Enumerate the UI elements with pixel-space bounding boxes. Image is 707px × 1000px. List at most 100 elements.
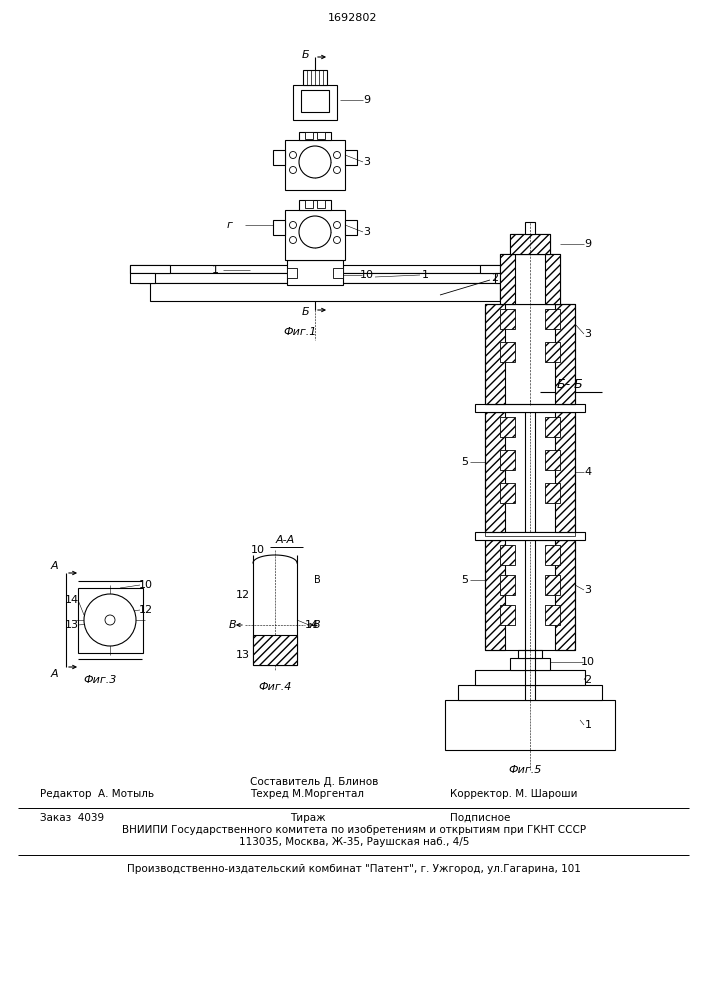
Bar [299,132,331,140]
Circle shape [334,236,341,243]
Text: 12: 12 [139,605,153,615]
Text: 3: 3 [363,227,370,237]
Bar [510,234,550,254]
Bar [475,670,585,685]
Text: 1692802: 1692802 [328,13,378,23]
Text: Фиг.3: Фиг.3 [83,675,117,685]
Circle shape [334,151,341,158]
Bar [500,575,515,595]
Text: Редактор  А. Мотыль: Редактор А. Мотыль [40,789,154,799]
Text: 2: 2 [491,273,498,283]
Circle shape [84,594,136,646]
Bar [253,635,297,665]
Text: А: А [50,669,58,679]
Bar [345,220,357,235]
Bar [485,540,505,650]
Bar [485,540,575,650]
Text: 2: 2 [585,675,592,685]
Bar [485,304,575,404]
Text: 1: 1 [421,270,428,280]
Text: Фиг.1: Фиг.1 [284,327,317,337]
Bar [545,605,560,625]
Bar [500,254,560,304]
Text: 12: 12 [236,590,250,600]
Bar [500,309,515,329]
Text: А-А: А-А [275,535,295,545]
Text: 3: 3 [363,157,370,167]
Text: Фиг.5: Фиг.5 [508,765,542,775]
Text: ВНИИПИ Государственного комитета по изобретениям и открытиям при ГКНТ СССР: ВНИИПИ Государственного комитета по изоб… [122,825,586,835]
Bar [78,588,143,653]
Bar [500,254,515,304]
Bar [287,268,297,278]
Bar [130,265,520,273]
Bar [545,450,560,470]
Bar [301,90,329,112]
Bar [150,283,500,301]
Text: Подписное: Подписное [450,813,510,823]
Text: г: г [227,220,233,230]
Text: Производственно-издательский комбинат "Патент", г. Ужгород, ул.Гагарина, 101: Производственно-издательский комбинат "П… [127,864,581,874]
Bar [317,200,325,208]
Bar [545,342,560,362]
Bar [130,273,155,283]
Circle shape [289,222,296,229]
Text: В: В [313,620,321,630]
Bar [287,260,343,285]
Bar [555,304,575,404]
Text: Заказ  4039: Заказ 4039 [40,813,104,823]
Text: Тираж: Тираж [290,813,326,823]
Bar [500,417,515,437]
Text: Б: Б [301,50,309,60]
Bar [273,150,285,165]
Bar [518,650,542,658]
Text: 14: 14 [65,595,79,605]
Circle shape [105,615,115,625]
Bar [545,545,560,565]
Text: Б: Б [301,307,309,317]
Bar [510,234,550,254]
Bar [510,658,550,670]
Text: Техред М.Моргентал: Техред М.Моргентал [250,789,364,799]
Bar [500,545,515,565]
Bar [495,273,520,283]
Bar [458,685,602,700]
Text: 14: 14 [305,620,319,630]
Text: 9: 9 [363,95,370,105]
Bar [285,140,345,190]
Text: 1: 1 [211,265,218,275]
Bar [500,483,515,503]
Bar [333,268,343,278]
Text: 10: 10 [139,580,153,590]
Bar [545,309,560,329]
Bar [285,210,345,260]
Circle shape [289,166,296,174]
Text: 10: 10 [581,657,595,667]
Bar [317,132,325,139]
Bar [138,273,512,283]
Text: А: А [50,561,58,571]
Bar [485,412,575,532]
Bar [545,254,560,304]
Bar [555,412,575,532]
Bar [500,605,515,625]
Text: 13: 13 [236,650,250,660]
Circle shape [334,222,341,229]
Bar [273,220,285,235]
Bar [485,532,575,536]
Bar [305,132,313,139]
Circle shape [334,166,341,174]
Text: 13: 13 [65,620,79,630]
Text: В: В [314,575,320,585]
Text: Корректор. М. Шароши: Корректор. М. Шароши [450,789,578,799]
Text: Б- Б: Б- Б [557,378,583,391]
Circle shape [289,236,296,243]
Bar [303,70,327,85]
Circle shape [289,151,296,158]
Text: 1: 1 [585,720,592,730]
Text: 10: 10 [360,270,374,280]
Text: Составитель Д. Блинов: Составитель Д. Блинов [250,777,378,787]
Bar [130,265,170,273]
Text: 10: 10 [251,545,265,555]
Text: 5: 5 [462,575,469,585]
